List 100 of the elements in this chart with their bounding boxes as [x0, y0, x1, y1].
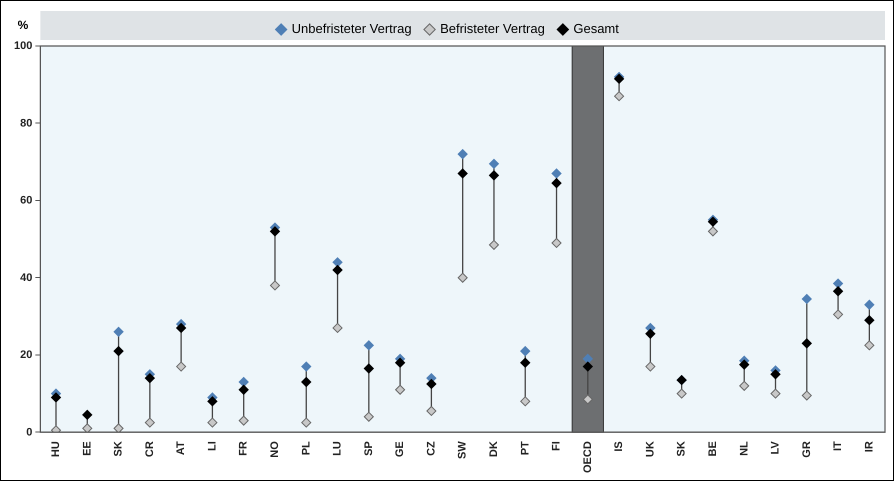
y-tick-label: 40: [20, 272, 32, 284]
point: [488, 240, 499, 250]
x-tick-label: NL: [738, 440, 750, 456]
point: [426, 378, 436, 389]
point: [82, 410, 92, 420]
legend-label: Gesamt: [573, 21, 620, 36]
point: [176, 362, 186, 372]
x-tick-label: SP: [362, 441, 375, 456]
x-tick-label: BE: [706, 441, 719, 456]
point: [552, 238, 562, 248]
x-tick-label: NO: [269, 440, 282, 458]
y-tick-label: 80: [20, 117, 32, 130]
x-tick-label: GR: [800, 441, 813, 458]
point: [176, 322, 186, 333]
point: [520, 358, 530, 368]
point: [582, 354, 593, 364]
point: [364, 363, 374, 374]
point: [207, 418, 218, 428]
point: [520, 396, 530, 406]
point: [395, 384, 406, 395]
legend-label: Befristeter Vertrag: [440, 21, 545, 36]
y-axis-title: %: [18, 18, 29, 32]
point: [238, 384, 249, 395]
point: [238, 377, 249, 388]
x-tick-label: FI: [550, 441, 563, 451]
x-tick-label: PL: [300, 440, 312, 456]
x-tick-label: FR: [238, 441, 250, 456]
point: [520, 346, 530, 356]
point: [301, 377, 312, 388]
point: [458, 168, 468, 178]
point: [364, 412, 374, 422]
x-tick-label: LU: [332, 441, 344, 456]
y-tick-label: 60: [20, 194, 32, 207]
y-tick-label: 100: [14, 40, 32, 52]
point: [739, 380, 750, 391]
point: [301, 362, 312, 372]
x-tick-label: LI: [206, 441, 218, 451]
point: [50, 392, 61, 402]
x-tick-label: LV: [770, 440, 782, 454]
point: [426, 406, 436, 416]
point: [802, 338, 812, 348]
y-tick-label: 20: [20, 349, 32, 362]
point: [332, 265, 343, 276]
point: [864, 315, 874, 326]
point: [770, 388, 781, 399]
point: [802, 390, 812, 401]
x-tick-label: AT: [175, 440, 188, 456]
point: [364, 340, 374, 350]
point: [833, 278, 844, 289]
point: [458, 149, 468, 160]
point: [488, 158, 499, 169]
x-tick-label: PT: [519, 440, 532, 456]
x-tick-label: UK: [644, 441, 656, 458]
x-tick-label: EE: [81, 441, 94, 456]
point: [552, 168, 562, 178]
point: [144, 373, 155, 384]
point: [739, 360, 750, 370]
x-tick-label: DK: [488, 441, 500, 458]
legend-label: Unbefristeter Vertrag: [292, 21, 412, 36]
point: [833, 309, 844, 320]
point: [114, 326, 124, 337]
y-tick-label: 0: [26, 426, 32, 438]
point: [614, 91, 624, 102]
point: [864, 300, 874, 310]
point: [207, 396, 218, 406]
point: [708, 226, 718, 236]
point: [770, 369, 781, 380]
point: [238, 416, 249, 426]
point: [802, 294, 812, 304]
x-tick-label: SK: [676, 441, 688, 456]
point: [458, 272, 468, 283]
point: [395, 358, 406, 368]
x-tick-label: GE: [394, 441, 406, 458]
x-tick-label: CR: [144, 441, 156, 458]
x-tick-label: SK: [112, 441, 125, 456]
point: [270, 226, 280, 236]
point: [645, 362, 656, 372]
x-tick-label: IS: [613, 441, 626, 452]
x-tick-label: CZ: [425, 440, 438, 456]
point: [488, 170, 499, 180]
point: [332, 322, 343, 333]
x-tick-label: OECD: [582, 441, 594, 473]
point: [114, 346, 124, 356]
point: [301, 418, 312, 428]
point: [864, 340, 874, 350]
point: [82, 423, 92, 432]
x-tick-label: SW: [456, 440, 469, 459]
point: [676, 388, 687, 399]
point: [645, 328, 656, 339]
point: [582, 394, 593, 404]
point: [552, 178, 562, 188]
x-tick-label: IT: [832, 440, 844, 451]
point: [833, 286, 844, 296]
point: [582, 362, 593, 372]
x-tick-label: HU: [50, 441, 62, 458]
x-tick-label: IR: [863, 441, 876, 452]
point: [270, 280, 280, 290]
point: [114, 423, 124, 432]
point: [332, 257, 343, 268]
point: [144, 418, 155, 428]
